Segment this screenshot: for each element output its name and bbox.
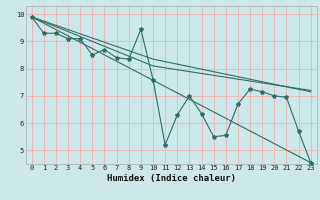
X-axis label: Humidex (Indice chaleur): Humidex (Indice chaleur) [107,174,236,183]
